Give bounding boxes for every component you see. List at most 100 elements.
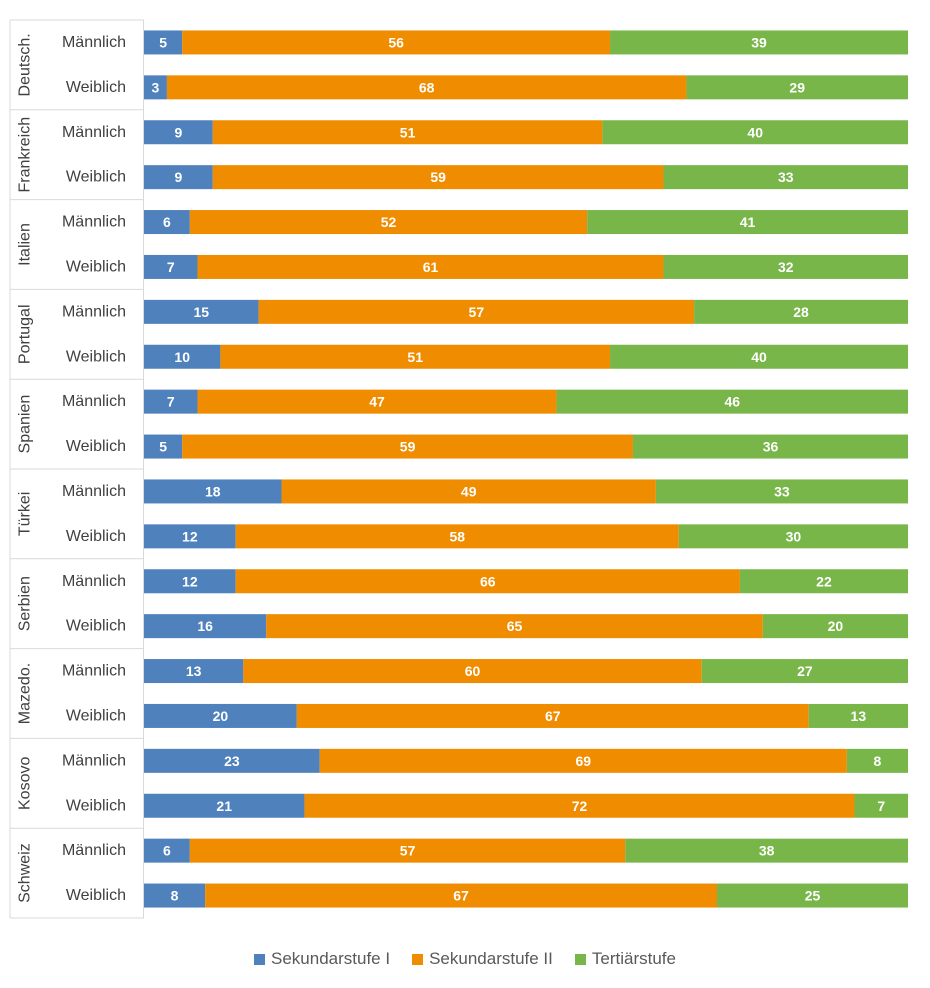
data-label: 67 xyxy=(453,888,469,904)
data-label: 67 xyxy=(545,708,561,724)
bar-segment xyxy=(144,838,190,863)
data-label: 69 xyxy=(576,753,592,769)
bar-segment xyxy=(632,434,908,459)
data-label: 7 xyxy=(167,259,175,275)
category-label: Weiblich xyxy=(66,169,126,186)
bar-segment xyxy=(144,254,198,279)
bar-segment xyxy=(701,659,908,684)
bar-segment xyxy=(197,389,557,414)
bar-segment xyxy=(166,75,687,100)
legend-label: Sekundarstufe I xyxy=(271,949,391,968)
bar-segment xyxy=(739,569,908,594)
bar-segment xyxy=(625,838,908,863)
data-label: 57 xyxy=(469,304,485,320)
bar-segment xyxy=(319,748,847,773)
bar-segment xyxy=(144,75,167,100)
bar-segment xyxy=(212,165,664,190)
data-label: 30 xyxy=(786,528,802,544)
bar-segment xyxy=(144,883,206,908)
category-label: Männlich xyxy=(62,303,126,320)
group-label: Serbien xyxy=(17,576,34,631)
bar-segment xyxy=(243,659,702,684)
category-label: Männlich xyxy=(62,842,126,859)
group-label: Deutsch. xyxy=(17,33,34,96)
data-label: 12 xyxy=(182,528,198,544)
data-label: 57 xyxy=(400,843,416,859)
data-label: 13 xyxy=(851,708,867,724)
category-label: Weiblich xyxy=(66,618,126,635)
bar-segment xyxy=(304,793,855,818)
category-label: Weiblich xyxy=(66,887,126,904)
bar-segment xyxy=(762,614,908,639)
bar-segment xyxy=(587,210,908,235)
data-label: 3 xyxy=(152,79,160,95)
category-label: Männlich xyxy=(62,752,126,769)
bar-segment xyxy=(266,614,763,639)
data-label: 9 xyxy=(174,169,182,185)
bar-segment xyxy=(205,883,717,908)
bar-segment xyxy=(144,748,320,773)
data-label: 12 xyxy=(182,573,198,589)
category-label: Männlich xyxy=(62,214,126,231)
category-label: Weiblich xyxy=(66,528,126,545)
bar-segment xyxy=(182,434,633,459)
bar-segment xyxy=(144,30,183,55)
data-label: 18 xyxy=(205,483,221,499)
legend-label: Sekundarstufe II xyxy=(429,949,553,968)
data-label: 8 xyxy=(171,888,179,904)
data-label: 56 xyxy=(388,34,404,50)
data-label: 39 xyxy=(751,34,767,50)
legend-item-tertiaerstufe: Tertiärstufe xyxy=(574,949,676,969)
chart-legend: Sekundarstufe I Sekundarstufe II Tertiär… xyxy=(0,945,930,973)
data-label: 61 xyxy=(423,259,439,275)
data-label: 27 xyxy=(797,663,813,679)
bar-segment xyxy=(602,120,908,145)
data-label: 22 xyxy=(816,573,832,589)
group-label: Türkei xyxy=(17,492,34,536)
data-label: 7 xyxy=(877,798,885,814)
data-label: 38 xyxy=(759,843,775,859)
data-label: 5 xyxy=(159,34,167,50)
legend-swatch xyxy=(412,953,424,965)
bar-segment xyxy=(189,838,626,863)
data-label: 49 xyxy=(461,483,477,499)
bar-segment xyxy=(296,703,809,728)
category-label: Männlich xyxy=(62,34,126,51)
bar-segment xyxy=(144,793,305,818)
bar-segment xyxy=(144,614,267,639)
data-label: 46 xyxy=(724,394,740,410)
data-label: 68 xyxy=(419,79,435,95)
data-label: 20 xyxy=(213,708,229,724)
data-label: 28 xyxy=(793,304,809,320)
bar-segment xyxy=(144,434,183,459)
bar-segment xyxy=(197,254,664,279)
bar-segment xyxy=(694,299,908,324)
data-label: 33 xyxy=(774,483,790,499)
data-label: 6 xyxy=(163,214,171,230)
bar-segment xyxy=(144,703,297,728)
bar-segment xyxy=(610,344,908,369)
bar-segment xyxy=(717,883,908,908)
category-label: Weiblich xyxy=(66,797,126,814)
group-label: Spanien xyxy=(17,395,34,454)
data-label: 5 xyxy=(159,439,167,455)
data-label: 13 xyxy=(186,663,202,679)
category-label: Männlich xyxy=(62,393,126,410)
data-label: 20 xyxy=(828,618,844,634)
data-label: 40 xyxy=(751,349,767,365)
bar-segment xyxy=(144,659,244,684)
data-label: 52 xyxy=(381,214,397,230)
data-label: 16 xyxy=(197,618,213,634)
bar-segment xyxy=(235,524,679,549)
bar-segment xyxy=(663,254,908,279)
data-label: 41 xyxy=(740,214,756,230)
bar-segment xyxy=(281,479,656,504)
category-label: Männlich xyxy=(62,573,126,590)
data-label: 58 xyxy=(449,528,465,544)
category-label: Weiblich xyxy=(66,79,126,96)
legend-item-sekundarstufe-1: Sekundarstufe I xyxy=(254,949,390,969)
data-label: 66 xyxy=(480,573,496,589)
data-label: 59 xyxy=(430,169,446,185)
bar-segment xyxy=(678,524,908,549)
legend-swatch xyxy=(574,953,586,965)
